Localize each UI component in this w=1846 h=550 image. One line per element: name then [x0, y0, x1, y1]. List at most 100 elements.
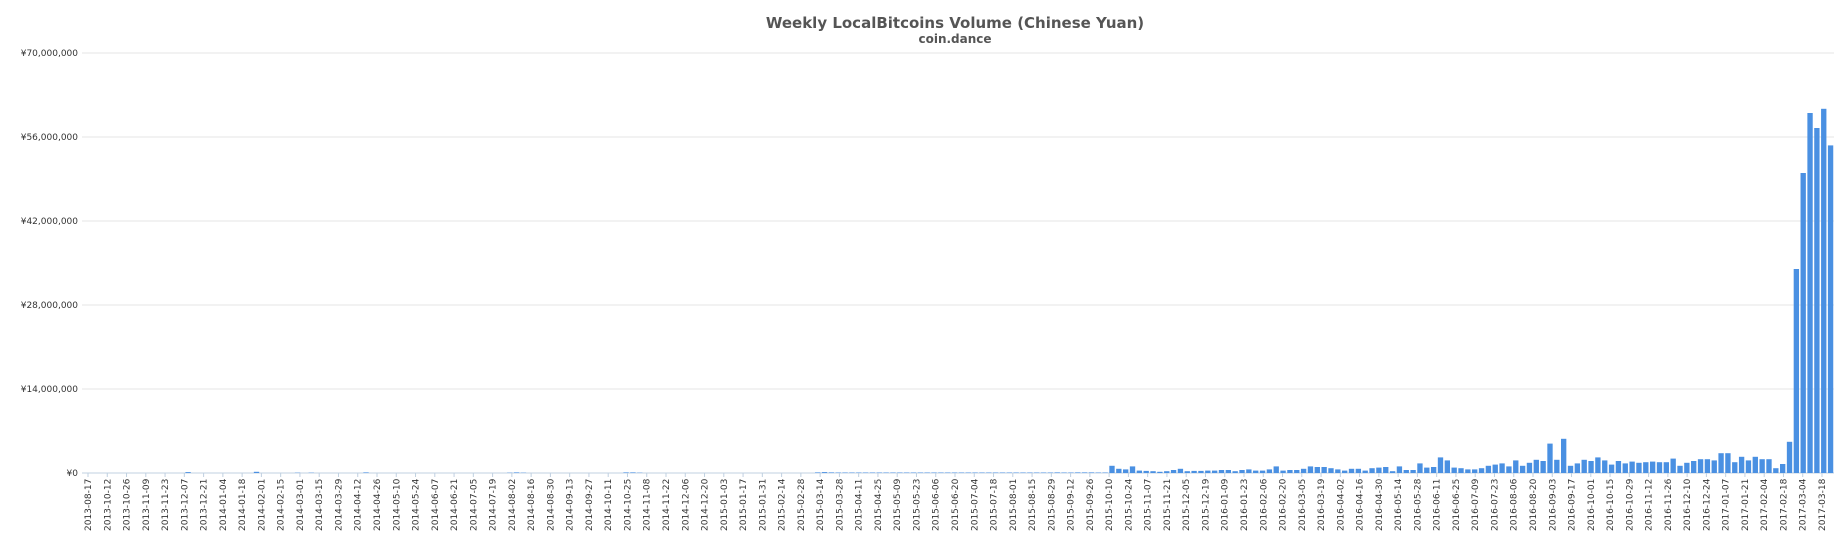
bar[interactable] [1437, 457, 1444, 473]
bar[interactable] [1307, 466, 1314, 473]
bar[interactable] [1725, 453, 1731, 473]
bar[interactable] [1170, 470, 1177, 473]
bar[interactable] [1506, 466, 1512, 473]
bar[interactable] [1602, 460, 1608, 473]
bar[interactable] [630, 472, 636, 473]
bar[interactable] [1780, 464, 1786, 473]
bar[interactable] [1472, 469, 1478, 473]
bar[interactable] [1807, 113, 1813, 473]
bar[interactable] [1444, 460, 1450, 473]
bar[interactable] [1075, 472, 1081, 473]
bar[interactable] [1766, 459, 1772, 473]
bar[interactable] [1335, 469, 1341, 473]
bar[interactable] [1478, 468, 1485, 473]
bar[interactable] [1656, 462, 1663, 473]
bar[interactable] [1458, 468, 1464, 473]
bar[interactable] [1136, 470, 1143, 473]
bar[interactable] [1745, 460, 1752, 473]
bar[interactable] [1246, 469, 1252, 473]
bar[interactable] [1786, 441, 1793, 473]
bar[interactable] [1732, 462, 1738, 473]
bar[interactable] [1636, 462, 1642, 473]
bar[interactable] [1348, 468, 1355, 473]
bar[interactable] [1821, 108, 1827, 474]
bar[interactable] [253, 471, 260, 473]
bar[interactable] [1533, 459, 1539, 473]
bar[interactable] [1287, 470, 1293, 473]
bar[interactable] [1376, 467, 1382, 473]
bar[interactable] [1266, 469, 1273, 473]
bar[interactable] [1451, 467, 1457, 473]
bar[interactable] [821, 472, 828, 473]
bar[interactable] [828, 472, 835, 473]
bar[interactable] [1342, 470, 1348, 473]
bar[interactable] [1123, 469, 1129, 473]
bar[interactable] [1711, 460, 1717, 473]
bar[interactable] [1253, 470, 1259, 473]
bar[interactable] [1547, 443, 1553, 473]
bar[interactable] [1554, 459, 1560, 473]
bar[interactable] [1218, 470, 1225, 473]
bar[interactable] [1608, 464, 1615, 473]
bar[interactable] [1355, 468, 1362, 473]
bar[interactable] [1499, 463, 1505, 473]
bar[interactable] [1054, 472, 1060, 473]
bar[interactable] [1198, 470, 1204, 473]
bar[interactable] [1615, 461, 1622, 473]
bar[interactable] [1526, 462, 1533, 473]
bar[interactable] [1540, 461, 1546, 473]
bar[interactable] [1519, 465, 1526, 473]
bar[interactable] [1643, 462, 1649, 473]
bar[interactable] [185, 472, 191, 473]
bar[interactable] [1300, 468, 1307, 473]
bar[interactable] [1389, 471, 1396, 473]
bar[interactable] [1088, 472, 1095, 473]
bar[interactable] [1211, 470, 1218, 473]
bar[interactable] [1588, 461, 1594, 473]
bar[interactable] [1677, 465, 1683, 473]
bar[interactable] [1704, 459, 1711, 473]
bar[interactable] [1581, 459, 1587, 473]
bar[interactable] [1225, 470, 1231, 473]
bar[interactable] [1759, 459, 1765, 473]
bar[interactable] [1403, 470, 1409, 473]
bar[interactable] [1561, 438, 1567, 473]
bar[interactable] [1684, 462, 1690, 473]
bar[interactable] [623, 472, 629, 473]
bar[interactable] [815, 472, 821, 473]
bar[interactable] [1595, 457, 1601, 473]
bar[interactable] [1150, 471, 1156, 473]
bar[interactable] [1465, 469, 1471, 473]
bar[interactable] [1184, 471, 1190, 473]
bar[interactable] [1738, 456, 1745, 473]
bar[interactable] [1691, 461, 1697, 473]
bar[interactable] [1205, 470, 1211, 473]
bar[interactable] [1109, 465, 1115, 473]
bar[interactable] [1259, 470, 1266, 473]
bar[interactable] [1629, 461, 1635, 473]
bar[interactable] [1143, 470, 1149, 473]
bar[interactable] [1814, 128, 1820, 473]
bar[interactable] [363, 472, 369, 473]
bar[interactable] [1417, 463, 1423, 473]
bar[interactable] [1164, 471, 1170, 473]
bar[interactable] [1314, 467, 1320, 473]
bar[interactable] [1396, 466, 1403, 473]
bar[interactable] [1827, 145, 1834, 473]
bar[interactable] [1424, 467, 1430, 473]
bar[interactable] [1157, 471, 1163, 473]
bar[interactable] [1191, 470, 1197, 473]
bar[interactable] [1663, 462, 1669, 473]
bar[interactable] [1485, 465, 1492, 473]
bar[interactable] [1513, 460, 1519, 473]
bar[interactable] [1116, 468, 1122, 473]
bar[interactable] [1793, 269, 1800, 473]
bar[interactable] [1383, 467, 1389, 473]
bar[interactable] [1232, 471, 1238, 473]
bar[interactable] [1567, 465, 1574, 473]
bar[interactable] [1081, 472, 1088, 473]
bar[interactable] [1718, 453, 1724, 473]
bar[interactable] [1773, 468, 1779, 473]
bar[interactable] [1670, 458, 1676, 473]
bar[interactable] [1410, 470, 1416, 473]
